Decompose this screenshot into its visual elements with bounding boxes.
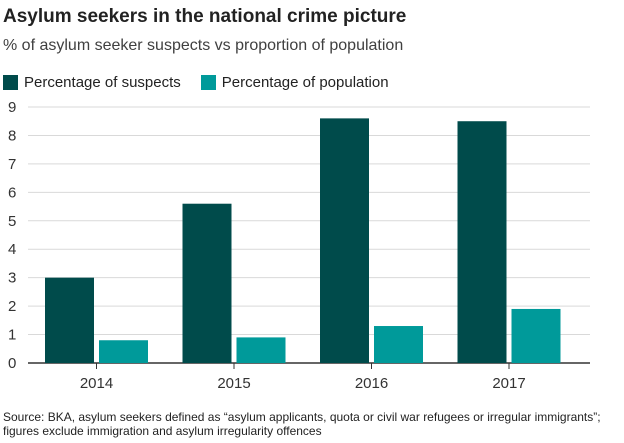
axis-labels: 0 1 2 3 4 5 6 7 8 9 2014 2015 2016 2017: [8, 99, 526, 392]
chart-legend: Percentage of suspects Percentage of pop…: [3, 73, 409, 91]
x-tick-label-2014: 2014: [80, 375, 113, 392]
y-tick-label-5: 5: [8, 213, 16, 230]
y-tick-label-7: 7: [8, 156, 16, 173]
bar-population-2014: [99, 340, 148, 363]
y-tick-label-3: 3: [8, 270, 16, 287]
bar-suspects-2014: [45, 277, 94, 363]
bar-population-2015: [236, 337, 286, 363]
y-tick-label-9: 9: [8, 99, 16, 116]
y-tick-label-2: 2: [8, 298, 16, 315]
legend-swatch-suspects: [3, 74, 18, 90]
legend-label-suspects: Percentage of suspects: [24, 73, 181, 91]
y-tick-label-0: 0: [8, 355, 16, 372]
y-tick-label-8: 8: [8, 127, 16, 144]
bar-population-2016: [374, 326, 423, 363]
legend-item-suspects: Percentage of suspects: [3, 74, 181, 91]
chart-title: Asylum seekers in the national crime pic…: [3, 6, 407, 27]
bar-population-2017: [511, 308, 561, 363]
bars: [45, 118, 561, 369]
legend-label-population: Percentage of population: [221, 73, 389, 91]
y-tick-label-4: 4: [8, 241, 16, 258]
bar-suspects-2015: [182, 203, 232, 363]
legend-swatch-population: [200, 74, 216, 90]
x-tick-label-2016: 2016: [355, 375, 388, 392]
bar-suspects-2017: [457, 121, 507, 363]
bar-chart: 0 1 2 3 4 5 6 7 8 9 2014 2015 2016 2017: [8, 99, 590, 392]
y-tick-label-6: 6: [8, 184, 16, 201]
bar-suspects-2016: [320, 118, 369, 363]
source-note: Source: BKA, asylum seekers defined as “…: [3, 410, 601, 438]
legend-item-population: Percentage of population: [200, 73, 389, 91]
chart-subtitle: % of asylum seeker suspects vs proportio…: [3, 37, 404, 54]
x-tick-label-2015: 2015: [217, 375, 250, 392]
y-tick-label-1: 1: [8, 327, 16, 344]
x-tick-label-2017: 2017: [492, 375, 525, 392]
